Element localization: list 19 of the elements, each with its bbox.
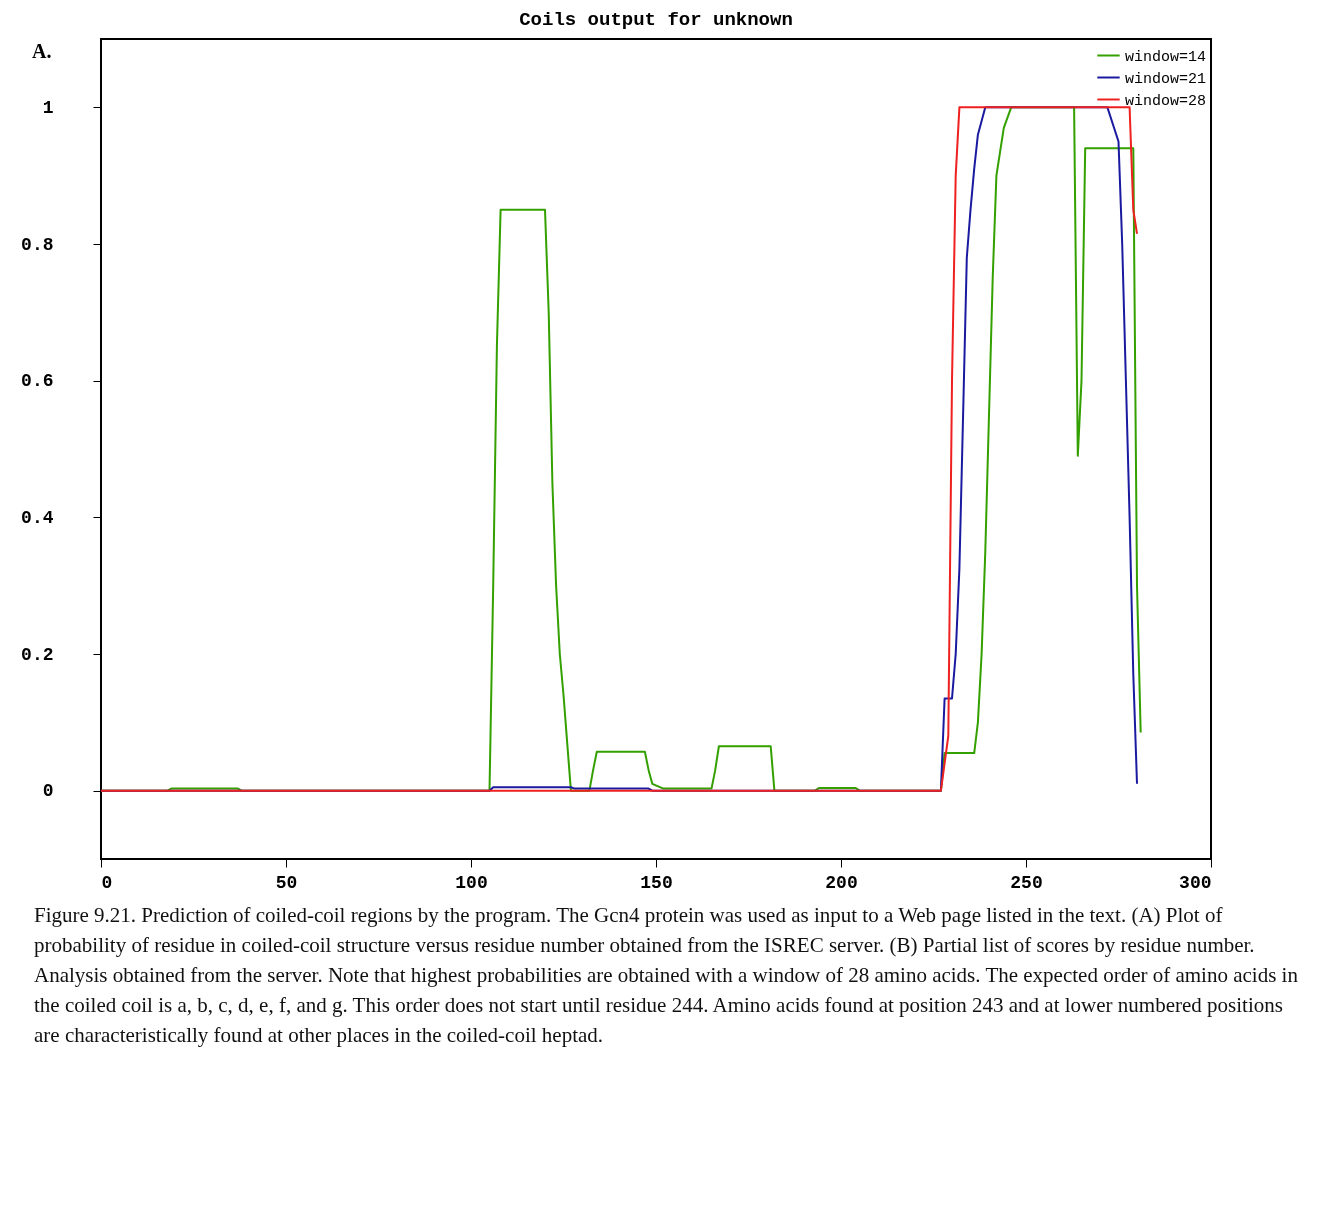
x-tick-label: 150 bbox=[640, 872, 673, 893]
y-tick-label: 0.8 bbox=[21, 234, 54, 255]
y-tick-label: 0.4 bbox=[21, 507, 54, 528]
y-tick-label: 0 bbox=[42, 781, 54, 802]
x-tick-label: 0 bbox=[101, 872, 113, 893]
x-tick-label: 50 bbox=[275, 872, 298, 893]
x-tick-label: 100 bbox=[455, 872, 488, 893]
legend-label: window=28 bbox=[1125, 92, 1207, 110]
caption: Figure 9.21. Prediction of coiled-coil regions by the program. The Gcn4 protein was used as input to a Web page listed in the text. (A) Plot of probability of residue in coiled-coil structure versus residue number obtained from the ISREC server. (B) Partial list of scores by residue number. Analysis obtained from the server. Note that highest probabilities are obtained with a window of 28 amino acids. The expected order of amino acids in the coiled coil is a, b, c, d, e, f, and g. This order does not start until residue 244. Amino acids found at position 243 and at lower numbered positions are characteristically found at other places in the coiled-coil heptad. bbox=[34, 902, 1299, 1049]
x-tick-label: 200 bbox=[825, 872, 858, 893]
y-tick-label: 1 bbox=[42, 97, 54, 118]
y-tick-label: 0.2 bbox=[21, 644, 54, 665]
y-tick-label: 0.6 bbox=[21, 371, 54, 392]
legend-label: window=14 bbox=[1125, 48, 1207, 66]
x-tick-label: 300 bbox=[1179, 872, 1212, 893]
text: A. bbox=[32, 40, 52, 63]
chart-title: Coils output for unknown bbox=[519, 9, 793, 31]
legend-label: window=21 bbox=[1125, 70, 1207, 88]
x-tick-label: 250 bbox=[1010, 872, 1043, 893]
